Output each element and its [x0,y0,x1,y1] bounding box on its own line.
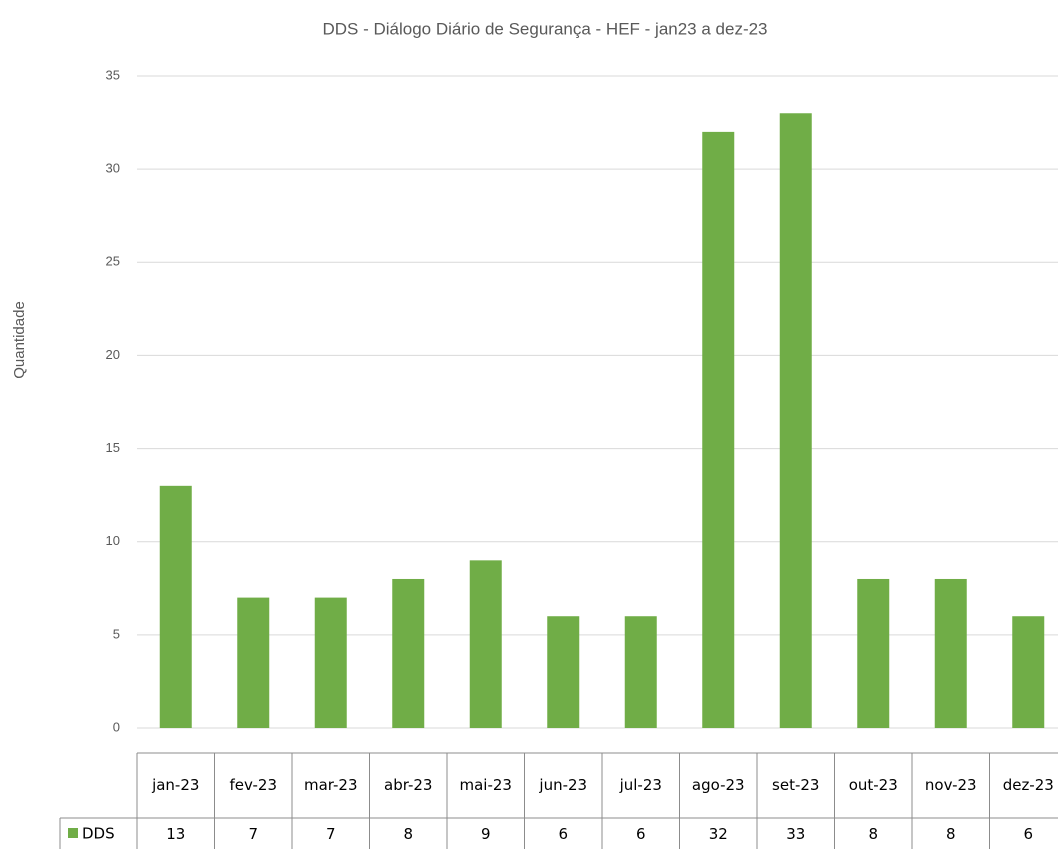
x-tick-label: mai-23 [460,776,512,794]
bar [624,616,657,728]
x-tick-label: nov-23 [925,776,977,794]
bar [392,578,425,728]
y-tick-label: 35 [106,67,120,82]
y-tick-label: 25 [106,254,120,269]
bar [934,578,967,728]
x-tick-label: out-23 [849,776,898,794]
y-tick-label: 10 [106,533,120,548]
table-value: 7 [248,825,258,843]
bar [314,597,347,728]
y-tick-label: 15 [106,440,120,455]
y-tick-label: 5 [113,626,120,641]
bar [1012,616,1045,728]
bar [702,131,735,728]
bar [547,616,580,728]
legend-key [68,828,78,838]
x-tick-label: mar-23 [304,776,358,794]
x-tick-label: jun-23 [538,776,587,794]
table-value: 8 [403,825,413,843]
chart-title: DDS - Diálogo Diário de Segurança - HEF … [322,19,767,38]
x-tick-label: set-23 [772,776,819,794]
table-value: 9 [481,825,491,843]
y-tick-label: 30 [106,161,120,176]
x-tick-label: fev-23 [230,776,277,794]
table-value: 6 [636,825,646,843]
bar [237,597,270,728]
table-value: 6 [1023,825,1033,843]
table-value: 32 [709,825,728,843]
table-value: 33 [786,825,805,843]
table-value: 7 [326,825,336,843]
table-value: 6 [558,825,568,843]
x-tick-label: dez-23 [1003,776,1054,794]
bar [469,560,502,728]
table-value: 8 [868,825,878,843]
x-tick-label: abr-23 [384,776,432,794]
x-tick-label: ago-23 [692,776,745,794]
x-tick-label: jan-23 [151,776,199,794]
legend-label: DDS [82,825,115,843]
table-value: 8 [946,825,956,843]
bar [779,113,812,728]
bar [159,485,192,728]
y-tick-label: 20 [106,347,120,362]
y-axis-label: Quantidade [11,301,28,379]
bar [857,578,890,728]
x-tick-label: jul-23 [619,776,662,794]
y-tick-label: 0 [113,719,120,734]
table-value: 13 [166,825,185,843]
